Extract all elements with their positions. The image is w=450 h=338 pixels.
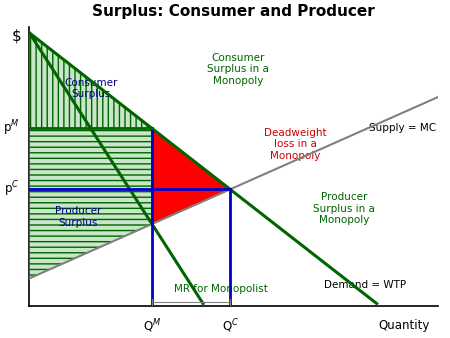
Text: Demand = WTP: Demand = WTP (324, 280, 406, 290)
Text: Q$^M$: Q$^M$ (143, 317, 161, 335)
Text: Supply = MC: Supply = MC (369, 123, 436, 132)
Title: Surplus: Consumer and Producer: Surplus: Consumer and Producer (92, 4, 375, 19)
Text: Deadweight
loss in a
Monopoly: Deadweight loss in a Monopoly (264, 128, 326, 161)
Text: Consumer
Surplus in a
Monopoly: Consumer Surplus in a Monopoly (207, 52, 269, 86)
Text: Consumer
Surplus: Consumer Surplus (64, 78, 117, 99)
Polygon shape (29, 33, 230, 189)
Text: Quantity: Quantity (378, 319, 430, 332)
Polygon shape (29, 33, 152, 128)
Polygon shape (29, 189, 230, 279)
Polygon shape (152, 128, 230, 224)
Text: p$^C$: p$^C$ (4, 179, 19, 199)
Text: MR for Monopolist: MR for Monopolist (175, 284, 268, 294)
Text: $: $ (12, 28, 22, 43)
Text: Producer
Surplus: Producer Surplus (55, 206, 102, 228)
Polygon shape (29, 128, 152, 279)
Text: Producer
Surplus in a
Monopoly: Producer Surplus in a Monopoly (313, 192, 375, 225)
Text: Q$^C$: Q$^C$ (221, 317, 239, 335)
Text: p$^M$: p$^M$ (3, 119, 19, 138)
